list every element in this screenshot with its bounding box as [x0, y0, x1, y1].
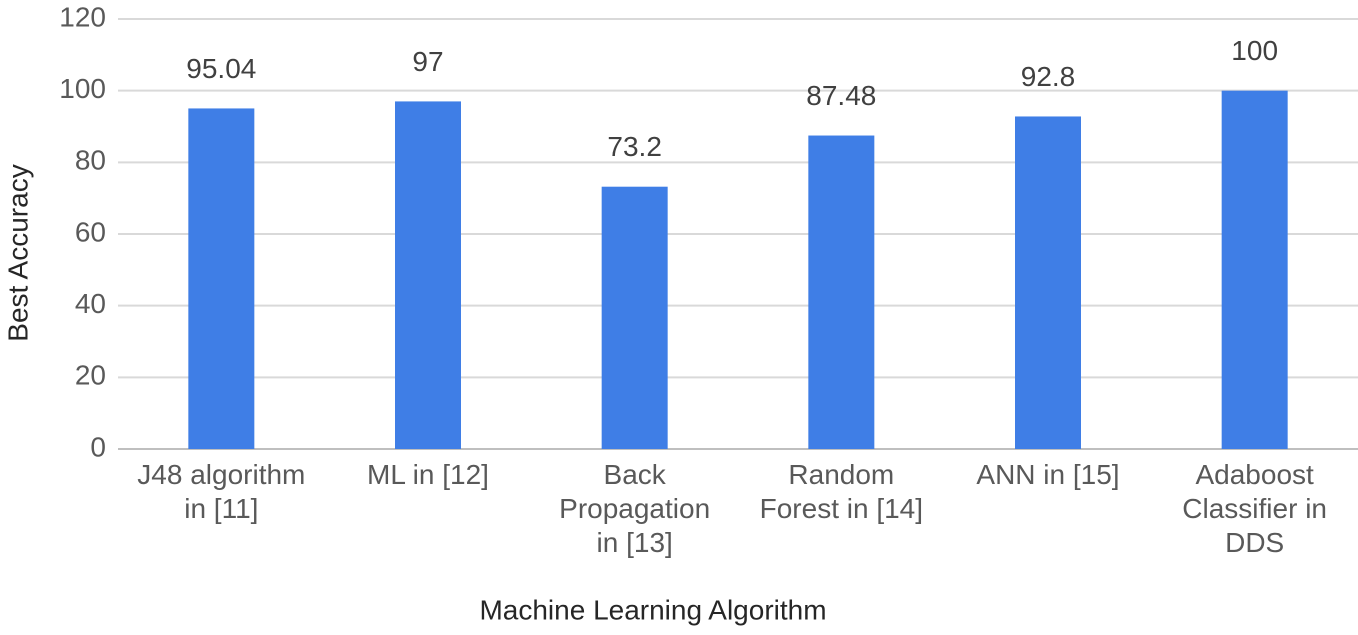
y-tick-label: 20 [75, 360, 106, 391]
value-label: 73.2 [607, 131, 662, 162]
bar [188, 108, 255, 449]
y-tick-label: 40 [75, 288, 106, 319]
y-tick-label: 60 [75, 216, 106, 247]
value-label: 100 [1231, 35, 1278, 66]
x-tick-label: ANN in [15] [976, 459, 1120, 490]
bar [395, 101, 461, 450]
value-label: 87.48 [806, 80, 876, 111]
bar [601, 186, 668, 449]
y-axis-title: Best Accuracy [2, 164, 33, 341]
x-axis-title: Machine Learning Algorithm [479, 594, 826, 625]
x-tick-label: Back Propagation in [13] [559, 459, 711, 558]
x-tick-label: ML in [12] [367, 459, 489, 490]
y-tick-label: 100 [59, 73, 106, 104]
bar [1015, 116, 1081, 449]
x-tick-label: Adaboost Classifier in DDS [1182, 459, 1327, 558]
x-tick-label: Random Forest in [14] [759, 459, 924, 524]
bar [1221, 90, 1288, 450]
y-tick-label: 120 [59, 1, 106, 32]
y-tick-label: 80 [75, 145, 106, 176]
bar [808, 135, 875, 449]
value-label: 95.04 [186, 53, 256, 84]
value-label: 97 [412, 46, 443, 77]
x-tick-label: J48 algorithm in [11] [137, 459, 306, 524]
value-label: 92.8 [1021, 61, 1076, 92]
y-tick-label: 0 [90, 431, 106, 462]
